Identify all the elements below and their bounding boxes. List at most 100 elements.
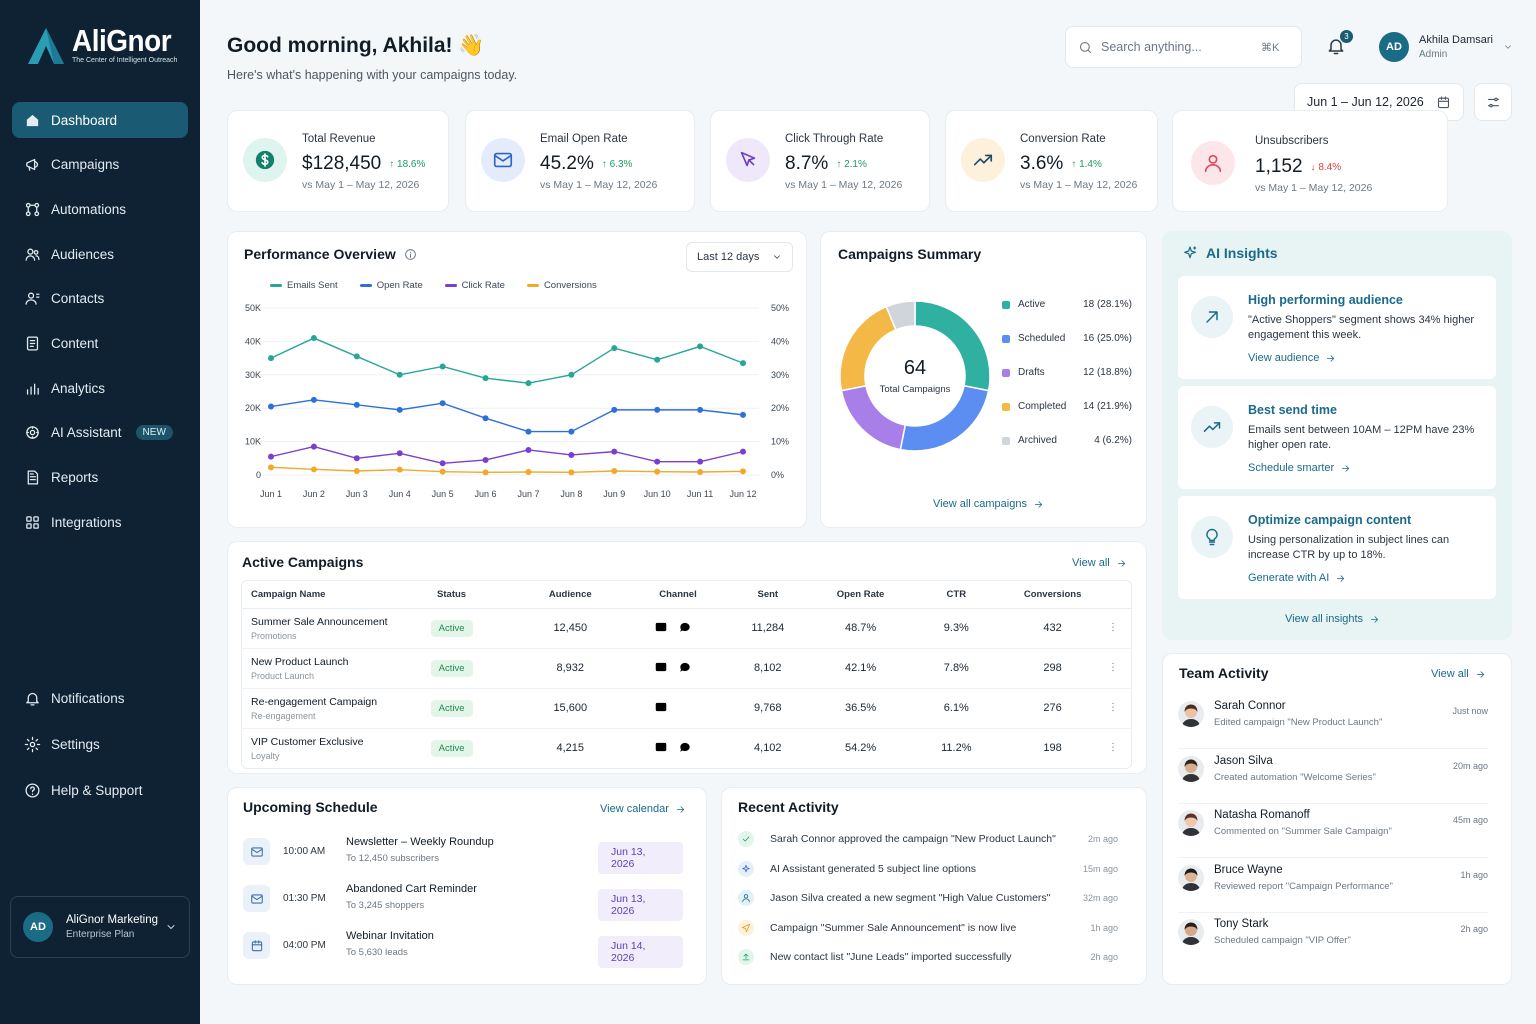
data-point[interactable] [654, 356, 661, 363]
view-all-campaigns-link[interactable]: View all campaigns [933, 498, 1044, 510]
data-point[interactable] [268, 355, 274, 362]
more-vertical-icon[interactable] [1107, 741, 1119, 753]
table-row[interactable]: New Product Launch Product Launch Active … [242, 648, 1131, 689]
data-point[interactable] [482, 415, 489, 422]
donut-slice[interactable] [899, 384, 990, 452]
table-row[interactable]: Re-engagement Campaign Re-engagement Acti… [242, 688, 1131, 729]
activity-item[interactable]: Campaign "Summer Sale Announcement" is n… [738, 918, 1118, 938]
data-point[interactable] [482, 375, 489, 382]
data-point[interactable] [568, 428, 575, 435]
data-point[interactable] [611, 345, 618, 352]
data-point[interactable] [310, 466, 317, 473]
nav-item-help-support[interactable]: Help & Support [12, 772, 188, 808]
team-activity-item[interactable]: Natasha Romanoff Commented on "Summer Sa… [1178, 806, 1488, 858]
kpi-card[interactable]: Conversion Rate 3.6% ↑ 1.4% vs May 1 – Ma… [945, 110, 1158, 212]
data-point[interactable] [611, 448, 618, 455]
period-select[interactable]: Last 12 days [686, 242, 793, 272]
nav-item-ai-assistant[interactable]: AI Assistant NEW [12, 415, 188, 451]
data-point[interactable] [740, 411, 746, 418]
donut-legend-item[interactable]: Completed 14 (21.9%) [1002, 401, 1132, 412]
more-vertical-icon[interactable] [1107, 661, 1119, 673]
schedule-item[interactable]: 10:00 AM Newsletter – Weekly Roundup To … [243, 832, 683, 874]
view-all-insights-link[interactable]: View all insights [1285, 613, 1380, 625]
nav-item-reports[interactable]: Reports [12, 460, 188, 496]
activity-item[interactable]: Sarah Connor approved the campaign "New … [738, 829, 1118, 849]
legend-item[interactable]: Emails Sent [270, 280, 338, 291]
data-point[interactable] [697, 468, 704, 475]
data-point[interactable] [654, 468, 661, 475]
data-point[interactable] [697, 458, 704, 465]
data-point[interactable] [525, 428, 532, 435]
activity-item[interactable]: AI Assistant generated 5 subject line op… [738, 859, 1118, 879]
data-point[interactable] [654, 406, 661, 413]
data-point[interactable] [310, 396, 317, 403]
donut-legend-item[interactable]: Active 18 (28.1%) [1002, 299, 1132, 310]
data-point[interactable] [310, 335, 317, 342]
data-point[interactable] [525, 468, 532, 475]
schedule-item[interactable]: 04:00 PM Webinar Invitation To 5,630 lea… [243, 926, 683, 968]
data-point[interactable] [740, 360, 746, 367]
nav-item-automations[interactable]: Automations [12, 191, 188, 227]
data-point[interactable] [268, 453, 274, 460]
view-calendar-link[interactable]: View calendar [600, 803, 686, 815]
data-point[interactable] [439, 460, 446, 467]
data-point[interactable] [611, 467, 618, 474]
column-header[interactable]: Sent [716, 581, 819, 609]
donut-slice[interactable] [885, 300, 916, 331]
column-header[interactable]: Audience [501, 581, 640, 609]
legend-item[interactable]: Conversions [526, 280, 597, 291]
legend-item[interactable]: Open Rate [359, 280, 423, 291]
data-point[interactable] [396, 406, 403, 413]
view-all-team-link[interactable]: View all [1431, 668, 1486, 680]
data-point[interactable] [396, 466, 403, 473]
nav-item-contacts[interactable]: Contacts [12, 281, 188, 317]
team-activity-item[interactable]: Bruce Wayne Reviewed report "Campaign Pe… [1178, 861, 1488, 913]
column-header[interactable]: Conversions [1010, 581, 1096, 609]
campaign-name[interactable]: Summer Sale Announcement [251, 615, 388, 628]
data-point[interactable] [740, 468, 746, 475]
user-menu[interactable]: AD Akhila Damsari Admin [1379, 32, 1513, 62]
data-point[interactable] [654, 458, 661, 465]
column-header[interactable]: Open Rate [818, 581, 903, 609]
data-point[interactable] [353, 467, 360, 474]
data-point[interactable] [353, 353, 360, 360]
data-point[interactable] [268, 403, 274, 410]
column-header[interactable]: Status [401, 581, 502, 609]
column-header[interactable]: Campaign Name [242, 581, 402, 609]
more-vertical-icon[interactable] [1107, 701, 1119, 713]
nav-item-notifications[interactable]: Notifications [12, 680, 188, 716]
legend-item[interactable]: Click Rate [444, 280, 505, 291]
data-point[interactable] [740, 448, 746, 455]
campaign-name[interactable]: New Product Launch [251, 655, 349, 668]
data-point[interactable] [482, 469, 489, 476]
kpi-card[interactable]: Click Through Rate 8.7% ↑ 2.1% vs May 1 –… [710, 110, 930, 212]
kpi-card[interactable]: Unsubscribers 1,152 ↓ 8.4% vs May 1 – May… [1172, 110, 1448, 212]
data-point[interactable] [310, 443, 317, 450]
column-header[interactable]: CTR [902, 581, 1011, 609]
data-point[interactable] [697, 406, 704, 413]
insight-action-link[interactable]: Generate with AI [1248, 572, 1346, 584]
activity-item[interactable]: New contact list "June Leads" imported s… [738, 947, 1118, 967]
search-box[interactable]: ⌘K [1065, 26, 1302, 68]
data-point[interactable] [697, 343, 704, 350]
donut-legend-item[interactable]: Drafts 12 (18.8%) [1002, 367, 1132, 378]
info-icon[interactable] [404, 248, 417, 261]
data-point[interactable] [353, 455, 360, 462]
data-point[interactable] [439, 400, 446, 407]
table-row[interactable]: VIP Customer Exclusive Loyalty Active 4,2… [242, 728, 1131, 768]
table-row[interactable]: Summer Sale Announcement Promotions Activ… [242, 608, 1131, 649]
data-point[interactable] [611, 406, 618, 413]
nav-item-integrations[interactable]: Integrations [12, 504, 188, 540]
data-point[interactable] [268, 464, 274, 471]
donut-legend-item[interactable]: Scheduled 16 (25.0%) [1002, 333, 1132, 344]
data-point[interactable] [568, 451, 575, 458]
nav-item-audiences[interactable]: Audiences [12, 236, 188, 272]
brand-logo[interactable]: AliGnor The Center of Intelligent Outrea… [24, 24, 182, 66]
nav-item-analytics[interactable]: Analytics [12, 370, 188, 406]
insight-action-link[interactable]: View audience [1248, 352, 1336, 364]
campaign-name[interactable]: Re-engagement Campaign [251, 695, 378, 708]
org-switcher[interactable]: AD AliGnor Marketing Enterprise Plan [10, 896, 190, 958]
nav-item-settings[interactable]: Settings [12, 726, 188, 762]
search-input[interactable] [1101, 40, 1261, 54]
nav-item-dashboard[interactable]: Dashboard [12, 102, 188, 138]
